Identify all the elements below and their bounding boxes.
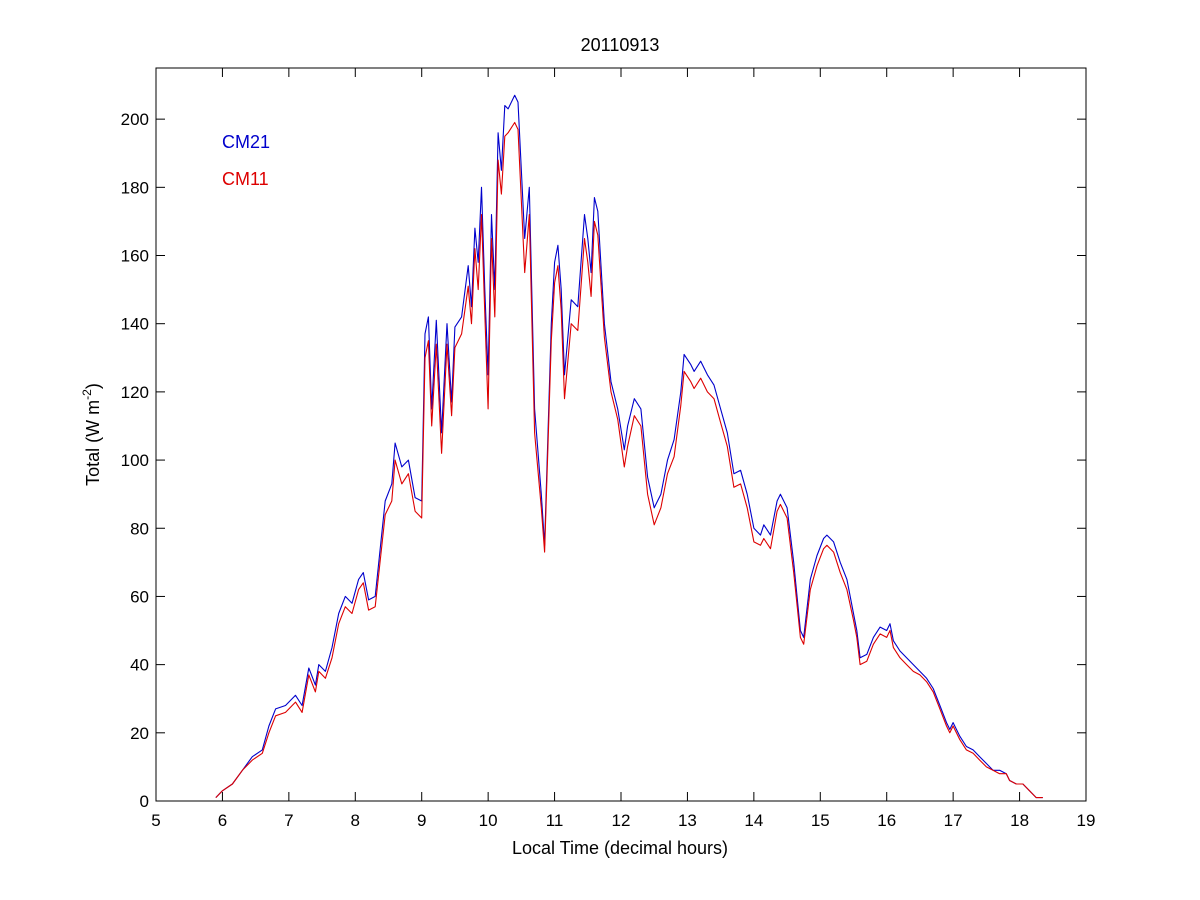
x-tick-label: 18 bbox=[1010, 811, 1029, 830]
y-axis-title-suffix: ) bbox=[83, 383, 103, 389]
series-line-cm11 bbox=[215, 121, 1043, 799]
y-tick-label: 160 bbox=[121, 247, 149, 266]
y-tick-labels: 0 20 40 60 80 100 120 140 160 180 200 bbox=[121, 110, 149, 811]
x-tick-labels: 5 6 7 8 9 10 11 12 13 14 15 16 17 18 19 bbox=[151, 811, 1095, 830]
x-tick-label: 7 bbox=[284, 811, 293, 830]
x-tick-label: 11 bbox=[546, 811, 564, 830]
y-tick-label: 100 bbox=[121, 451, 149, 470]
x-tick-label: 8 bbox=[351, 811, 360, 830]
x-tick-label: 14 bbox=[744, 811, 763, 830]
x-tick-label: 9 bbox=[417, 811, 426, 830]
y-axis-title-main: Total (W m bbox=[83, 400, 103, 486]
x-tick-label: 15 bbox=[811, 811, 830, 830]
plot-frame bbox=[155, 67, 1087, 802]
legend-entry-cm21: CM21 bbox=[222, 132, 270, 152]
ticks-layer bbox=[155, 68, 1087, 802]
x-axis-title: Local Time (decimal hours) bbox=[512, 838, 728, 858]
y-tick-label: 140 bbox=[121, 315, 149, 334]
legend: CM21 CM11 bbox=[222, 132, 270, 189]
y-axis-title-exponent: -2 bbox=[80, 389, 94, 400]
x-tick-label: 19 bbox=[1077, 811, 1096, 830]
x-tick-label: 12 bbox=[612, 811, 631, 830]
chart-title: 20110913 bbox=[581, 35, 660, 55]
y-tick-label: 0 bbox=[140, 792, 149, 811]
y-tick-label: 60 bbox=[130, 587, 149, 606]
y-tick-label: 20 bbox=[130, 724, 149, 743]
y-tick-label: 80 bbox=[130, 519, 149, 538]
x-tick-label: 17 bbox=[944, 811, 963, 830]
series-layer bbox=[215, 94, 1043, 799]
plot-area bbox=[155, 67, 1087, 802]
x-tick-label: 16 bbox=[877, 811, 896, 830]
legend-entry-cm11: CM11 bbox=[222, 169, 269, 189]
y-tick-label: 180 bbox=[121, 178, 149, 197]
y-tick-label: 40 bbox=[130, 656, 149, 675]
x-tick-label: 5 bbox=[151, 811, 160, 830]
x-tick-label: 10 bbox=[479, 811, 498, 830]
y-tick-label: 120 bbox=[121, 383, 149, 402]
series-line-cm21 bbox=[215, 94, 1043, 799]
x-tick-label: 13 bbox=[678, 811, 697, 830]
x-tick-label: 6 bbox=[218, 811, 227, 830]
y-tick-label: 200 bbox=[121, 110, 149, 129]
y-axis-title: Total (W m-2) bbox=[80, 383, 103, 486]
